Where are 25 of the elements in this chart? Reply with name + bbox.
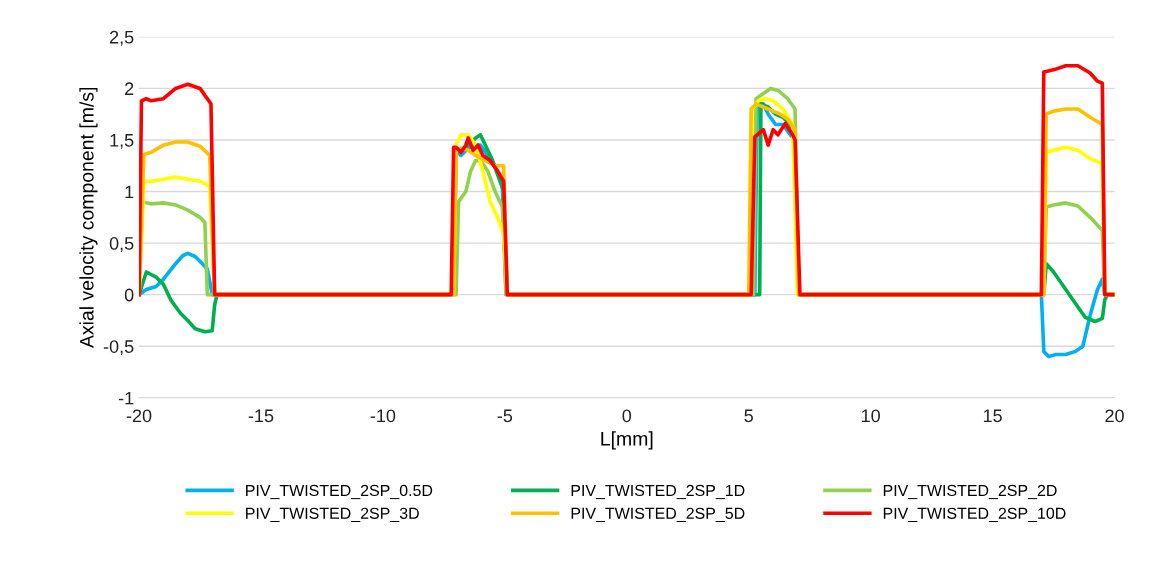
x-tick-label: -10 bbox=[370, 409, 396, 423]
legend-label: PIV_TWISTED_2SP_3D bbox=[246, 507, 419, 522]
x-axis-title: L[mm] bbox=[601, 431, 653, 450]
x-tick-label: 0 bbox=[622, 409, 632, 423]
y-tick-label: 0 bbox=[124, 288, 134, 302]
y-tick-label: 2 bbox=[125, 82, 134, 95]
y-tick-label: 0,5 bbox=[109, 237, 134, 252]
x-tick-label: 20 bbox=[1105, 409, 1124, 423]
legend-label: PIV_TWISTED_2SP_2D bbox=[883, 484, 1057, 500]
y-tick-label: 1,5 bbox=[110, 134, 134, 149]
y-tick-label: 2,5 bbox=[109, 30, 134, 46]
legend-label: PIV_TWISTED_2SP_5D bbox=[571, 507, 745, 522]
x-tick-label: 15 bbox=[983, 409, 1002, 423]
legend-label: PIV_TWISTED_2SP_10D bbox=[883, 507, 1066, 522]
y-axis-title: Axial velocity component [m/s] bbox=[79, 87, 98, 349]
legend-label: PIV_TWISTED_2SP_1D bbox=[571, 484, 745, 500]
y-tick-label: -1 bbox=[118, 391, 134, 405]
x-tick-label: -5 bbox=[497, 409, 513, 423]
x-tick-label: -20 bbox=[126, 409, 152, 423]
x-tick-label: -15 bbox=[248, 409, 274, 423]
legend-label: PIV_TWISTED_2SP_0.5D bbox=[246, 484, 433, 500]
x-tick-label: 5 bbox=[744, 409, 753, 423]
y-tick-label: 1 bbox=[125, 185, 134, 199]
x-tick-label: 10 bbox=[861, 409, 880, 423]
y-tick-label: -0,5 bbox=[103, 340, 134, 356]
